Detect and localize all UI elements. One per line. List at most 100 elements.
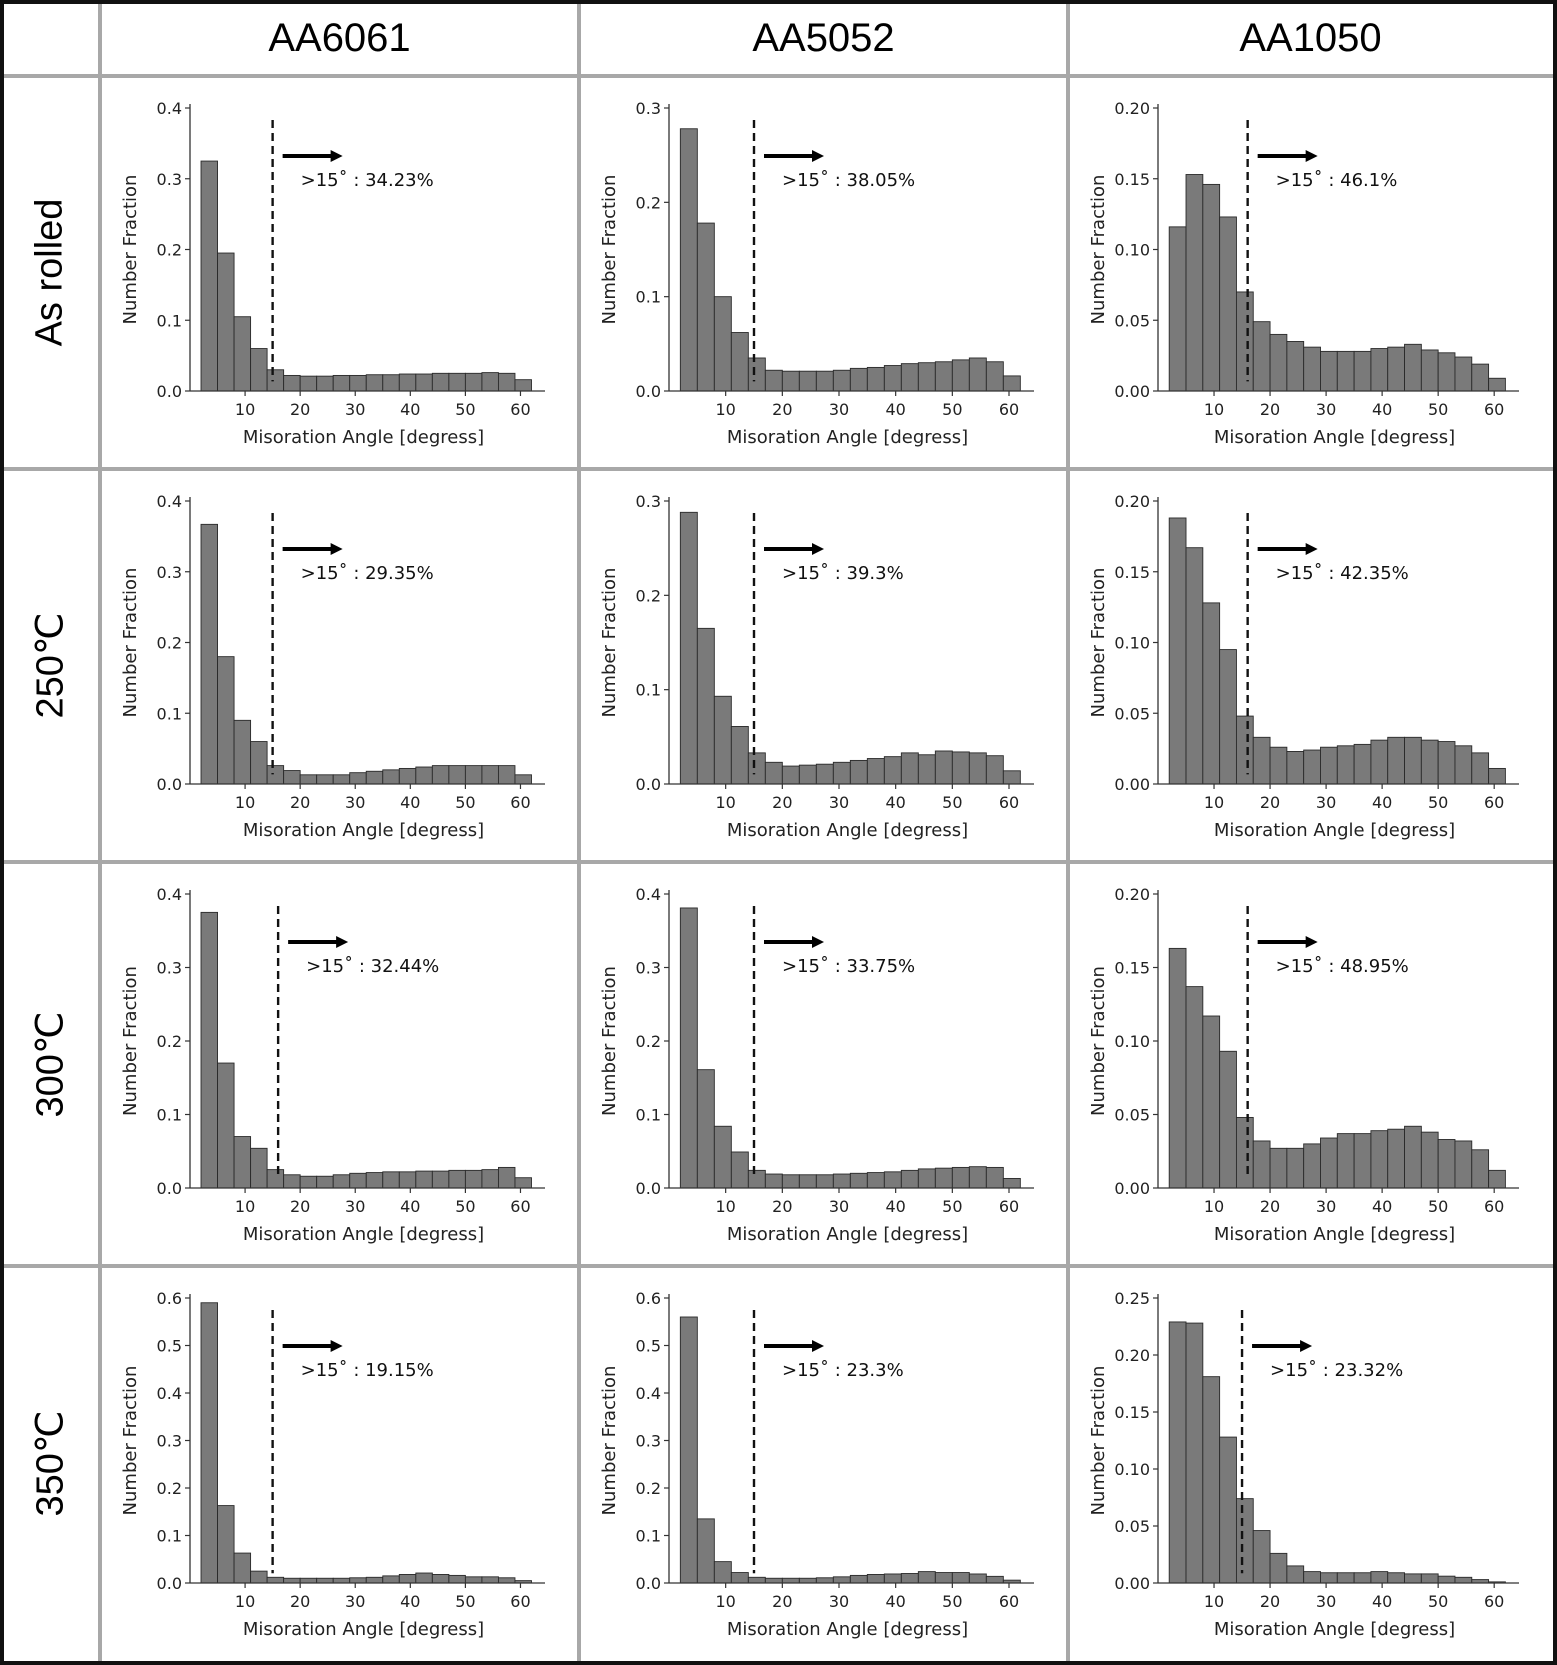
histogram-bar (431, 765, 450, 785)
y-tick-label: 0.2 (636, 193, 661, 212)
histogram-bar (398, 1171, 417, 1189)
histogram-bar (1320, 746, 1338, 785)
histogram-bar (316, 1577, 334, 1584)
x-tick-label: 50 (1428, 793, 1448, 812)
histogram-bar (382, 1575, 400, 1584)
histogram-bar (781, 1577, 800, 1584)
histogram-bar (448, 1169, 466, 1189)
histogram-bar (1235, 715, 1254, 785)
histogram-bar (1269, 1147, 1288, 1189)
annotation-label: >15˚ : 19.15% (301, 1360, 434, 1381)
x-tick-label: 60 (1484, 1592, 1504, 1611)
histogram-bar (1437, 1575, 1456, 1584)
y-axis-label: Number Fraction (1088, 568, 1109, 718)
histogram-bar (464, 1169, 483, 1189)
x-axis-label: Misoration Angle [degress] (1214, 1224, 1455, 1245)
histogram-bar (730, 1572, 749, 1584)
x-tick-label: 30 (829, 1592, 849, 1611)
histogram-bar (431, 1170, 450, 1189)
y-tick-label: 0.20 (1114, 885, 1150, 904)
histogram-bar (1185, 174, 1204, 392)
histogram-bar (1219, 649, 1237, 785)
bars (679, 907, 1021, 1189)
histogram-bar (1252, 1530, 1271, 1584)
histogram-bar (1303, 1143, 1321, 1189)
histogram-bar (713, 296, 732, 392)
histogram-bar (1235, 291, 1254, 392)
y-axis-label: Number Fraction (599, 568, 620, 718)
histogram-bar (951, 1166, 970, 1189)
histogram-bar (1286, 1147, 1305, 1189)
histogram-bar (764, 1577, 783, 1584)
row-header-350c: 350℃ (0, 1266, 100, 1661)
histogram-bar (365, 374, 384, 392)
histogram-350c-aa5052: 0.0 0.1 0.2 0.3 0.4 0.5 0.6 10 20 30 40 50 60 Misorat… (581, 1268, 1066, 1659)
x-tick-label: 60 (1484, 793, 1504, 812)
histogram-bar (1370, 1130, 1389, 1189)
histogram-bar (382, 374, 400, 392)
x-tick-label: 30 (1316, 793, 1336, 812)
x-tick-label: 60 (999, 1592, 1019, 1611)
histogram-bar (917, 362, 936, 392)
histogram-bar (1185, 1322, 1204, 1584)
histogram-bar (1252, 1140, 1271, 1189)
histogram-bar (1471, 363, 1490, 392)
y-tick-label: 0.10 (1114, 634, 1150, 653)
x-tick-label: 10 (1204, 400, 1224, 419)
histogram-svg: 0.00 0.05 0.10 0.15 0.20 0.25 10 20 30 40 50 60 Miso… (1088, 1289, 1519, 1640)
histogram-bar (1437, 1139, 1456, 1189)
y-tick-label: 0.05 (1114, 1517, 1150, 1536)
y-axis-label: Number Fraction (599, 966, 620, 1116)
histogram-bar (832, 369, 851, 392)
histogram-bar (266, 1576, 285, 1584)
histogram-bar (951, 751, 970, 785)
x-tick-label: 30 (345, 400, 365, 419)
bars (679, 128, 1021, 392)
histogram-bar (696, 627, 715, 785)
histogram-bar (481, 1169, 499, 1189)
histogram-bar (448, 1574, 466, 1584)
histogram-bar (934, 1167, 953, 1189)
histogram-bar (266, 1169, 285, 1189)
histogram-bar (1252, 321, 1271, 392)
x-tick-label: 20 (772, 1197, 792, 1216)
y-axis-label: Number Fraction (120, 1366, 141, 1516)
histogram-bar (431, 372, 450, 392)
x-tick-label: 40 (885, 1197, 905, 1216)
histogram-bar (1002, 770, 1021, 785)
histogram-bar (815, 370, 834, 392)
annotation-label: >15˚ : 32.44% (306, 956, 439, 977)
x-tick-label: 50 (455, 400, 475, 419)
histogram-bar (985, 755, 1004, 785)
y-tick-label: 0.0 (636, 382, 661, 401)
y-tick-label: 0.20 (1114, 492, 1150, 511)
arrow-head (330, 543, 343, 555)
histogram-bar (250, 1570, 268, 1584)
y-tick-label: 0.15 (1114, 1403, 1150, 1422)
y-tick-label: 0.2 (157, 1032, 182, 1051)
histogram-bar (832, 1173, 851, 1189)
histogram-bar (365, 1576, 384, 1584)
histogram-bar (349, 1172, 367, 1189)
x-tick-label: 60 (510, 793, 530, 812)
histogram-bar (1320, 1572, 1338, 1584)
arrow-head (1305, 150, 1318, 162)
x-tick-label: 50 (942, 1197, 962, 1216)
annotation-label: >15˚ : 38.05% (782, 170, 915, 191)
histogram-bar (1286, 1565, 1305, 1584)
x-axis-label: Misoration Angle [degress] (727, 1224, 968, 1245)
y-tick-label: 0.00 (1114, 382, 1150, 401)
arrow-head (330, 150, 343, 162)
histogram-bar (934, 750, 953, 785)
histogram-bar (1353, 350, 1372, 392)
annotation-label: >15˚ : 39.3% (782, 563, 904, 584)
y-tick-label: 0.05 (1114, 704, 1150, 723)
histogram-bar (1370, 1571, 1389, 1584)
arrow-head (812, 1340, 824, 1352)
histogram-bar (1168, 517, 1187, 785)
histogram-bar (1168, 947, 1187, 1189)
histogram-bar (316, 375, 334, 392)
y-tick-label: 0.3 (157, 170, 182, 189)
histogram-bar (1420, 349, 1439, 392)
histogram-bar (332, 1577, 351, 1584)
